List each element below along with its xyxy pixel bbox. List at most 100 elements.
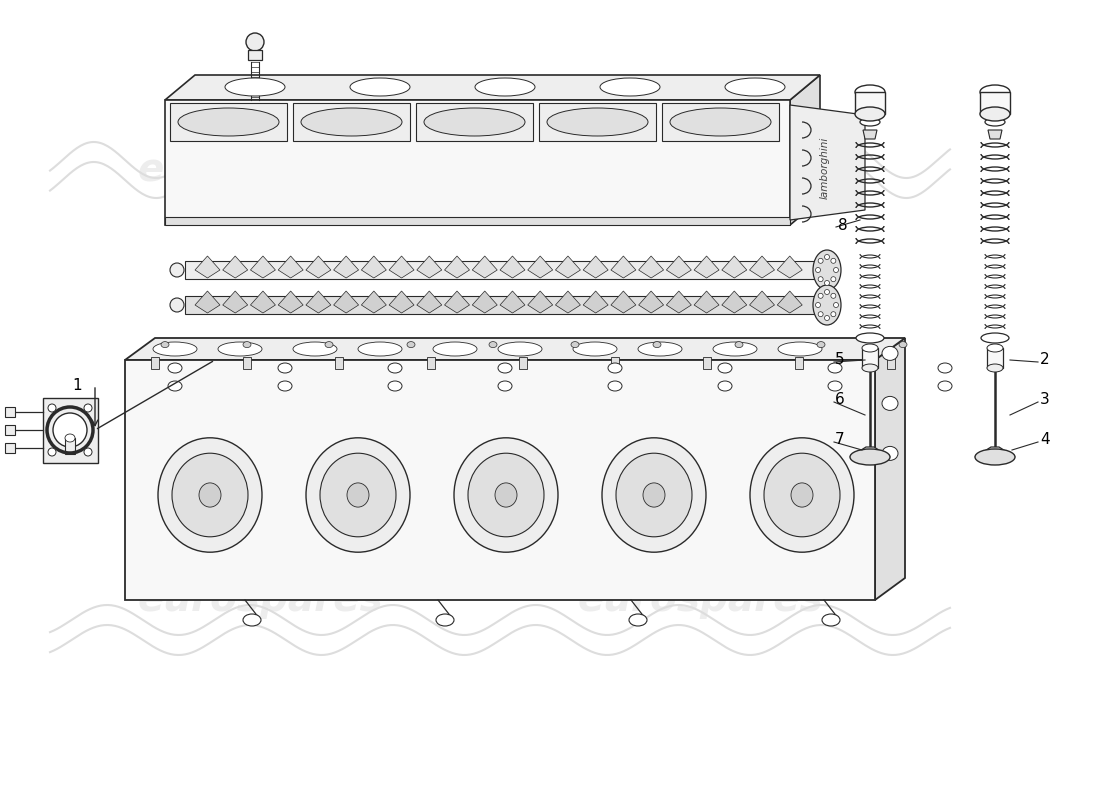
- Polygon shape: [694, 256, 719, 278]
- Ellipse shape: [350, 78, 410, 96]
- Ellipse shape: [454, 438, 558, 552]
- Polygon shape: [444, 256, 470, 278]
- Ellipse shape: [938, 381, 952, 391]
- Ellipse shape: [718, 363, 732, 373]
- Ellipse shape: [882, 396, 898, 410]
- Bar: [336, 357, 343, 369]
- Ellipse shape: [644, 483, 666, 507]
- Ellipse shape: [218, 342, 262, 356]
- Ellipse shape: [980, 107, 1010, 121]
- Text: lamborghini: lamborghini: [820, 136, 830, 198]
- Ellipse shape: [278, 381, 292, 391]
- Ellipse shape: [725, 78, 785, 96]
- Bar: [6, 443, 15, 453]
- Ellipse shape: [324, 342, 333, 347]
- Ellipse shape: [825, 315, 829, 321]
- Ellipse shape: [815, 302, 821, 307]
- Polygon shape: [185, 296, 815, 314]
- Bar: [6, 425, 15, 435]
- Bar: [795, 357, 803, 369]
- Ellipse shape: [168, 363, 182, 373]
- Text: eurospares: eurospares: [138, 581, 383, 619]
- Ellipse shape: [718, 381, 732, 391]
- Ellipse shape: [670, 108, 771, 136]
- Ellipse shape: [48, 404, 56, 412]
- Polygon shape: [389, 291, 414, 313]
- Bar: [293, 103, 410, 141]
- Ellipse shape: [828, 381, 842, 391]
- Text: 6: 6: [835, 393, 845, 407]
- Ellipse shape: [830, 277, 836, 282]
- Bar: [416, 103, 534, 141]
- Ellipse shape: [850, 449, 890, 465]
- Text: eurospares: eurospares: [578, 151, 823, 189]
- Ellipse shape: [608, 381, 622, 391]
- Polygon shape: [988, 130, 1002, 139]
- Ellipse shape: [433, 342, 477, 356]
- Ellipse shape: [825, 254, 829, 259]
- Ellipse shape: [764, 453, 840, 537]
- Bar: [151, 357, 160, 369]
- Ellipse shape: [818, 258, 823, 263]
- Polygon shape: [251, 256, 275, 278]
- Ellipse shape: [490, 342, 497, 347]
- Ellipse shape: [855, 85, 886, 99]
- Polygon shape: [722, 291, 747, 313]
- Polygon shape: [472, 291, 497, 313]
- Polygon shape: [694, 291, 719, 313]
- Ellipse shape: [495, 483, 517, 507]
- Ellipse shape: [306, 438, 410, 552]
- Ellipse shape: [817, 342, 825, 347]
- Polygon shape: [165, 100, 790, 225]
- Polygon shape: [528, 291, 552, 313]
- Ellipse shape: [53, 413, 87, 447]
- Polygon shape: [639, 256, 663, 278]
- Ellipse shape: [571, 342, 579, 347]
- Ellipse shape: [616, 453, 692, 537]
- Polygon shape: [362, 291, 386, 313]
- Ellipse shape: [980, 85, 1010, 99]
- Ellipse shape: [818, 294, 823, 298]
- Text: 3: 3: [1040, 393, 1049, 407]
- Polygon shape: [556, 291, 581, 313]
- Polygon shape: [389, 256, 414, 278]
- Ellipse shape: [975, 449, 1015, 465]
- Text: 1: 1: [72, 378, 81, 393]
- Text: 7: 7: [835, 433, 845, 447]
- Ellipse shape: [170, 263, 184, 277]
- Polygon shape: [583, 256, 608, 278]
- Ellipse shape: [293, 342, 337, 356]
- Polygon shape: [790, 105, 865, 220]
- Bar: [43, 398, 98, 462]
- Ellipse shape: [178, 108, 279, 136]
- Polygon shape: [778, 256, 802, 278]
- Polygon shape: [790, 75, 820, 225]
- Ellipse shape: [475, 78, 535, 96]
- Polygon shape: [667, 256, 691, 278]
- Polygon shape: [987, 348, 1003, 368]
- Ellipse shape: [825, 290, 829, 294]
- Ellipse shape: [407, 342, 415, 347]
- Ellipse shape: [815, 267, 821, 273]
- Ellipse shape: [161, 342, 169, 347]
- Text: eurospares: eurospares: [138, 151, 383, 189]
- Polygon shape: [472, 256, 497, 278]
- Ellipse shape: [825, 281, 829, 286]
- Ellipse shape: [822, 614, 840, 626]
- Polygon shape: [556, 256, 581, 278]
- Polygon shape: [667, 291, 691, 313]
- Ellipse shape: [830, 258, 836, 263]
- Ellipse shape: [600, 78, 660, 96]
- Polygon shape: [222, 256, 248, 278]
- Polygon shape: [125, 338, 905, 360]
- Ellipse shape: [358, 342, 402, 356]
- Ellipse shape: [170, 298, 184, 312]
- Ellipse shape: [987, 364, 1003, 372]
- Polygon shape: [195, 256, 220, 278]
- Ellipse shape: [243, 342, 251, 347]
- Ellipse shape: [899, 342, 907, 347]
- Bar: [610, 357, 619, 369]
- Ellipse shape: [424, 108, 525, 136]
- Polygon shape: [778, 291, 802, 313]
- Polygon shape: [528, 256, 552, 278]
